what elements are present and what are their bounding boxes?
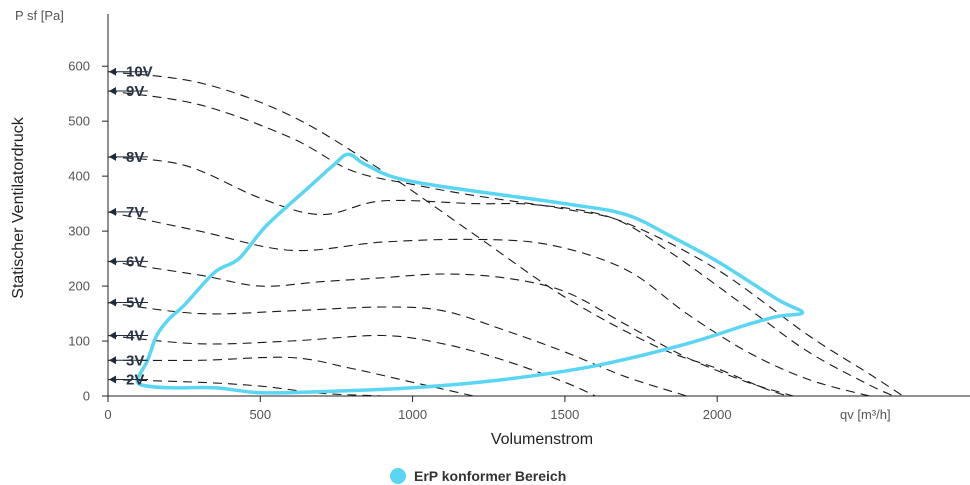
y-unit-label: P sf [Pa] [15, 8, 64, 23]
voltage-label-8v: 8V [109, 149, 148, 166]
arrow-left-icon [109, 207, 116, 216]
voltage-label-7v: 7V [109, 204, 148, 221]
x-axis-title: Volumenstrom [491, 431, 593, 448]
y-tick-label: 400 [68, 169, 90, 184]
arrow-left-icon [109, 152, 116, 161]
voltage-label-6v: 6V [109, 253, 148, 270]
voltage-label-5v: 5V [109, 295, 148, 312]
y-tick-label: 300 [68, 224, 90, 239]
y-tick-label: 600 [68, 59, 90, 74]
voltage-label-text: 5V [126, 295, 144, 312]
curve-6v [107, 260, 794, 397]
legend[interactable]: ErP konformer Bereich [390, 468, 566, 484]
voltage-label-text: 7V [126, 204, 144, 221]
voltage-label-text: 3V [126, 352, 144, 369]
voltage-label-3v: 3V [109, 352, 148, 369]
curve-8v [107, 156, 895, 397]
erp-area-outline [135, 152, 805, 395]
x-tick-label: 1500 [550, 407, 579, 422]
curve-4v [107, 334, 596, 397]
y-tick-label: 500 [68, 114, 90, 129]
curve-2v [107, 378, 383, 397]
y-tick-label: 100 [68, 334, 90, 349]
voltage-label-text: 8V [126, 149, 144, 166]
erp-area [135, 152, 805, 395]
arrow-left-icon [109, 257, 116, 266]
y-tick-label: 200 [68, 279, 90, 294]
voltage-label-text: 9V [126, 83, 144, 100]
legend-marker [390, 468, 406, 484]
x-tick-label: 1000 [398, 407, 427, 422]
curve-3v [107, 356, 474, 397]
x-unit-label: qv [m³/h] [840, 407, 891, 422]
voltage-label-2v: 2V [109, 372, 148, 389]
arrow-left-icon [109, 298, 116, 307]
voltage-label-text: 10V [126, 64, 153, 81]
voltage-label-10v: 10V [109, 64, 153, 81]
arrow-left-icon [109, 331, 116, 340]
y-tick-label: 0 [83, 389, 90, 404]
voltage-label-text: 6V [126, 253, 144, 270]
x-ticks: 0 500 1000 1500 2000 [104, 396, 732, 422]
voltage-label-9v: 9V [109, 83, 148, 100]
arrow-left-icon [109, 86, 116, 95]
x-tick-label: 0 [104, 407, 111, 422]
curve-10v [107, 71, 788, 397]
voltage-labels: 10V 9V 8V 7V 6V 5V 4V 3V 2V [109, 64, 153, 389]
curve-5v [107, 302, 687, 397]
arrow-left-icon [109, 67, 116, 76]
voltage-curves [107, 71, 904, 397]
x-tick-label: 500 [249, 407, 271, 422]
voltage-label-4v: 4V [109, 328, 148, 345]
arrow-left-icon [109, 356, 116, 365]
legend-label: ErP konformer Bereich [414, 468, 566, 484]
curve-9v [107, 90, 904, 397]
curve-7v [107, 211, 870, 397]
y-axis-title: Statischer Ventilatordruck [10, 116, 27, 298]
voltage-label-text: 2V [126, 372, 144, 389]
y-ticks: 0 100 200 300 400 500 600 [68, 59, 108, 404]
arrow-left-icon [109, 375, 116, 384]
voltage-label-text: 4V [126, 328, 144, 345]
x-tick-label: 2000 [703, 407, 732, 422]
